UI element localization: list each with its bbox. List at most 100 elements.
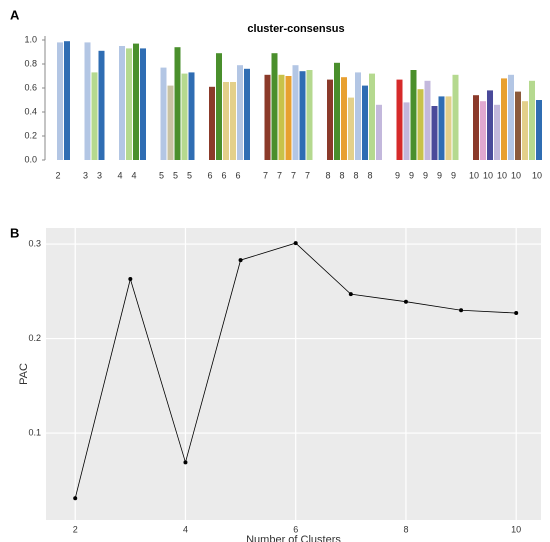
bar	[64, 41, 70, 161]
x-tick-label: 9	[437, 170, 442, 180]
bar	[515, 91, 521, 160]
bar	[188, 72, 195, 160]
x-tick-label: 9	[395, 170, 400, 180]
bar	[327, 79, 333, 160]
bar	[278, 74, 285, 160]
x-tick-label: 10	[511, 170, 521, 180]
chart-title: cluster-consensus	[247, 23, 344, 35]
y-tick-label: 0.3	[28, 238, 41, 248]
bar	[264, 74, 271, 160]
y-axis-label: PAC	[18, 363, 30, 385]
x-tick-label: 6	[293, 524, 298, 534]
bar	[160, 67, 167, 160]
bar	[133, 43, 139, 160]
x-tick-label: 3	[83, 170, 88, 180]
x-tick-label: 10	[483, 170, 493, 180]
x-tick-label: 2	[73, 524, 78, 534]
bar	[299, 71, 306, 160]
x-tick-label: 4	[117, 170, 122, 180]
panel-label: B	[10, 225, 19, 240]
bar	[494, 104, 500, 160]
point	[403, 299, 408, 304]
y-tick-label: 0.2	[24, 130, 37, 140]
bar	[348, 97, 354, 160]
x-axis-label: Number of Clusters	[246, 534, 341, 542]
bar	[445, 96, 452, 160]
x-tick-label: 10	[469, 170, 479, 180]
bar	[334, 62, 340, 160]
bar	[209, 86, 215, 160]
x-tick-label: 6	[207, 170, 212, 180]
bar	[431, 106, 438, 160]
x-tick-label: 10	[511, 524, 521, 534]
x-tick-label: 8	[353, 170, 358, 180]
y-tick-label: 0.6	[24, 82, 37, 92]
bar	[174, 47, 181, 161]
bar	[417, 89, 424, 160]
bar	[487, 90, 493, 160]
bar	[355, 72, 361, 160]
bar	[57, 42, 63, 160]
x-tick-label: 7	[291, 170, 296, 180]
point	[73, 496, 78, 501]
bar	[410, 70, 417, 160]
y-tick-label: 0.0	[24, 154, 37, 164]
bar	[126, 48, 132, 160]
bar	[223, 82, 229, 160]
bar	[403, 102, 410, 160]
bar	[84, 42, 91, 160]
point	[128, 277, 133, 282]
bar	[306, 70, 313, 160]
bar	[424, 80, 431, 160]
x-tick-label: 10	[532, 170, 542, 180]
bar	[91, 72, 98, 160]
bar	[98, 50, 105, 160]
x-tick-label: 9	[409, 170, 414, 180]
y-tick-label: 0.4	[24, 106, 37, 116]
x-tick-label: 10	[497, 170, 507, 180]
bar	[140, 48, 146, 160]
point	[348, 292, 353, 297]
x-tick-label: 7	[305, 170, 310, 180]
x-tick-label: 2	[55, 170, 60, 180]
x-tick-label: 3	[97, 170, 102, 180]
x-tick-label: 8	[403, 524, 408, 534]
bar	[244, 68, 250, 160]
bar	[119, 46, 125, 160]
panel-label: A	[10, 7, 20, 22]
bar	[473, 95, 479, 160]
bar	[181, 73, 188, 160]
bar	[501, 78, 507, 160]
y-tick-label: 0.2	[28, 333, 41, 343]
bar	[167, 85, 174, 160]
bar	[271, 53, 278, 161]
bar	[285, 76, 292, 160]
y-tick-label: 0.1	[28, 427, 41, 437]
point	[293, 241, 298, 246]
bar	[230, 82, 236, 160]
bar	[237, 65, 243, 160]
bar	[536, 100, 542, 160]
y-tick-label: 1.0	[24, 34, 37, 44]
bar	[438, 96, 445, 160]
bar	[452, 74, 459, 160]
bar	[396, 79, 403, 160]
y-tick-label: 0.8	[24, 58, 37, 68]
bar	[341, 77, 347, 160]
x-tick-label: 8	[367, 170, 372, 180]
bar	[369, 73, 375, 160]
point	[514, 311, 519, 316]
x-tick-label: 4	[183, 524, 188, 534]
x-tick-label: 6	[221, 170, 226, 180]
point	[459, 308, 464, 313]
bar	[522, 101, 528, 160]
x-tick-label: 5	[173, 170, 178, 180]
x-tick-label: 7	[277, 170, 282, 180]
x-tick-label: 9	[423, 170, 428, 180]
x-tick-label: 8	[339, 170, 344, 180]
x-tick-label: 7	[263, 170, 268, 180]
bar	[508, 74, 514, 160]
x-tick-label: 5	[159, 170, 164, 180]
bar	[362, 85, 368, 160]
